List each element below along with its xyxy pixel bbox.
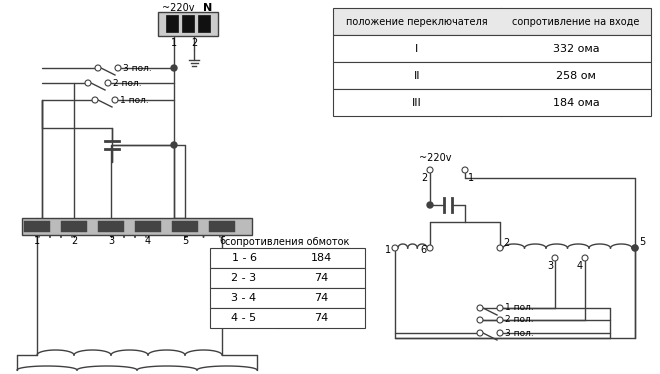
Bar <box>210 288 365 308</box>
Circle shape <box>632 245 638 251</box>
Text: сопротивления обмоток: сопротивления обмоток <box>225 237 350 247</box>
Text: N: N <box>203 3 213 13</box>
Text: 2 - 3: 2 - 3 <box>232 273 257 283</box>
Circle shape <box>462 167 468 173</box>
Circle shape <box>497 305 503 311</box>
Bar <box>198 15 210 32</box>
Bar <box>166 15 178 32</box>
Text: 5: 5 <box>182 236 188 246</box>
Text: сопротивление на входе: сопротивление на входе <box>512 16 640 27</box>
Text: II: II <box>414 71 420 80</box>
Text: 2: 2 <box>191 38 197 48</box>
Bar <box>172 221 198 232</box>
Text: 1: 1 <box>468 173 474 183</box>
Circle shape <box>392 245 398 251</box>
Text: 1: 1 <box>385 245 391 255</box>
Text: 2: 2 <box>71 236 77 246</box>
Bar <box>158 12 218 36</box>
Text: 1 пол.: 1 пол. <box>120 95 148 104</box>
Bar <box>210 268 365 288</box>
Text: ~220v: ~220v <box>418 153 451 163</box>
Text: 184: 184 <box>311 253 332 263</box>
Circle shape <box>477 305 483 311</box>
Circle shape <box>171 65 177 71</box>
Text: ~220v: ~220v <box>162 3 194 13</box>
Circle shape <box>427 167 433 173</box>
Text: 74: 74 <box>314 313 329 323</box>
Circle shape <box>171 142 177 148</box>
Circle shape <box>552 255 558 261</box>
Text: 2: 2 <box>421 173 427 183</box>
Text: 332 ома: 332 ома <box>552 43 599 53</box>
Bar <box>333 35 651 62</box>
Bar <box>61 221 87 232</box>
Circle shape <box>105 80 111 86</box>
Circle shape <box>497 245 503 251</box>
Bar <box>135 221 161 232</box>
Text: 3: 3 <box>547 261 553 271</box>
Text: 1 пол.: 1 пол. <box>505 303 534 313</box>
Text: III: III <box>412 98 422 107</box>
Text: 2: 2 <box>503 238 510 248</box>
Text: 1: 1 <box>34 236 40 246</box>
Circle shape <box>95 65 101 71</box>
Circle shape <box>85 80 91 86</box>
Bar <box>333 89 651 116</box>
Text: 2 пол.: 2 пол. <box>505 316 534 325</box>
Text: 74: 74 <box>314 293 329 303</box>
Circle shape <box>427 245 433 251</box>
Text: положение переключателя: положение переключателя <box>346 16 488 27</box>
Bar <box>333 8 651 35</box>
Text: 2 пол.: 2 пол. <box>113 79 142 88</box>
Text: 3 пол.: 3 пол. <box>505 328 534 337</box>
Bar <box>24 221 50 232</box>
Circle shape <box>115 65 121 71</box>
Text: 3: 3 <box>108 236 114 246</box>
Circle shape <box>632 245 638 251</box>
Circle shape <box>477 330 483 336</box>
Text: 6: 6 <box>219 236 225 246</box>
Circle shape <box>92 97 98 103</box>
Bar <box>182 15 194 32</box>
Bar <box>98 221 124 232</box>
Text: 1 - 6: 1 - 6 <box>232 253 257 263</box>
Bar <box>333 62 651 89</box>
Circle shape <box>427 202 433 208</box>
Text: 184 ома: 184 ома <box>552 98 599 107</box>
Text: 3 пол.: 3 пол. <box>123 64 152 73</box>
Circle shape <box>112 97 118 103</box>
Text: 258 ом: 258 ом <box>556 71 596 80</box>
Bar <box>210 308 365 328</box>
Circle shape <box>497 330 503 336</box>
Text: 6: 6 <box>420 245 426 255</box>
Circle shape <box>477 317 483 323</box>
Bar <box>210 248 365 268</box>
Text: 1: 1 <box>171 38 177 48</box>
Text: I: I <box>415 43 418 53</box>
Text: 3 - 4: 3 - 4 <box>232 293 257 303</box>
Bar <box>22 218 252 235</box>
Text: 5: 5 <box>639 237 645 247</box>
Circle shape <box>497 317 503 323</box>
Text: 4: 4 <box>577 261 583 271</box>
Text: 4: 4 <box>145 236 151 246</box>
Text: 4 - 5: 4 - 5 <box>232 313 257 323</box>
Bar <box>209 221 235 232</box>
Circle shape <box>582 255 588 261</box>
Text: 74: 74 <box>314 273 329 283</box>
